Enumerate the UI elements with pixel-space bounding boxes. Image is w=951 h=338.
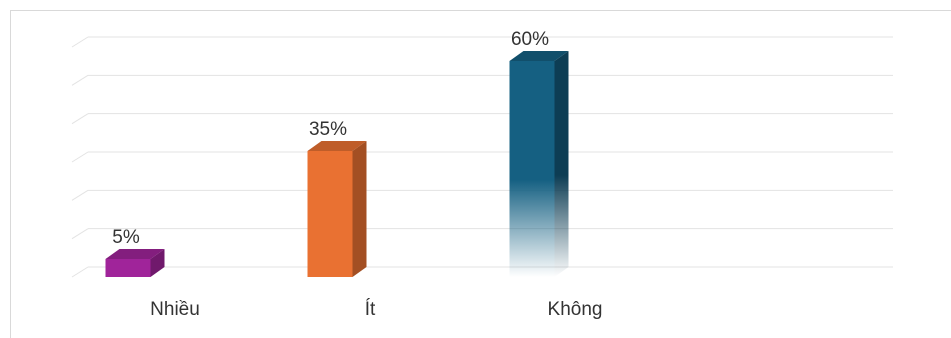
bar <box>509 61 555 277</box>
x-tick-label: Không <box>548 299 603 320</box>
data-label: 60% <box>511 29 549 50</box>
x-tick-label: Nhiều <box>150 299 200 320</box>
gridline-depth <box>71 266 89 278</box>
gridline-depth <box>71 74 89 86</box>
x-tick-label: Ít <box>365 299 376 320</box>
bar-side <box>554 51 569 277</box>
gridline-depth <box>71 228 89 240</box>
gridlines <box>71 36 893 278</box>
chart-frame <box>10 10 951 338</box>
gridline-depth <box>71 36 89 48</box>
bar-side <box>150 249 165 277</box>
gridline-depth <box>71 189 89 201</box>
data-label: 5% <box>112 227 140 248</box>
data-label: 35% <box>309 119 347 140</box>
gridline-depth <box>71 113 89 125</box>
gridline-depth <box>71 151 89 163</box>
bar <box>307 151 353 277</box>
bar-top <box>307 141 367 151</box>
bar <box>105 259 151 277</box>
bars <box>105 51 569 277</box>
bar-side <box>352 141 367 277</box>
labels: 5% Nhiều 35% Ít 60% Không <box>112 29 602 320</box>
bar-top <box>509 51 569 61</box>
bar-top <box>105 249 165 259</box>
